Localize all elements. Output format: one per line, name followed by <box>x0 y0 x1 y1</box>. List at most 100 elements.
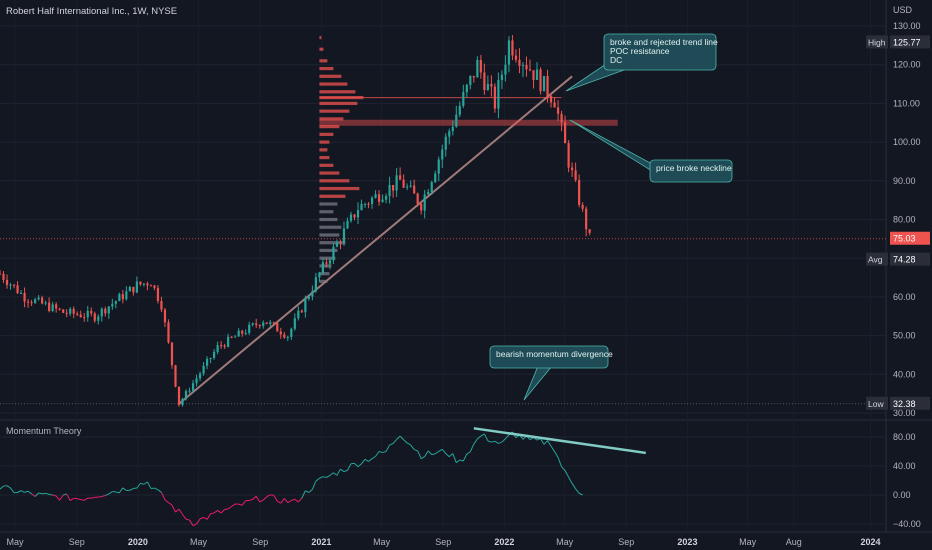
time-tick-label: Sep <box>69 537 85 547</box>
time-tick-label: May <box>7 537 25 547</box>
momentum-segment <box>322 476 327 478</box>
candle-body <box>55 304 58 309</box>
candle-body <box>83 317 86 319</box>
momentum-segment <box>315 477 320 482</box>
candle-body <box>377 194 381 202</box>
momentum-segment <box>399 435 405 441</box>
time-tick-label: May <box>373 537 391 547</box>
drawing-lines <box>0 75 886 405</box>
momentum-tick-label: 80.00 <box>893 432 916 442</box>
candle-body <box>191 383 195 391</box>
candle-body <box>560 113 563 123</box>
momentum-segment <box>192 523 197 527</box>
price-tick-label: 50.00 <box>893 331 916 341</box>
price-tick-label: 30.00 <box>893 408 916 418</box>
candle-body <box>427 191 430 195</box>
momentum-segment <box>403 439 408 444</box>
candle-body <box>360 203 363 211</box>
momentum-segment <box>182 514 187 520</box>
avg-badge-value: 74.28 <box>893 255 916 265</box>
momentum-segment <box>396 435 401 440</box>
momentum-segment <box>340 468 345 473</box>
momentum-segment <box>347 463 352 471</box>
candle-body <box>227 336 230 347</box>
momentum-segment <box>543 440 548 445</box>
price-tick-label: 100.00 <box>893 137 921 147</box>
candles <box>0 34 591 407</box>
momentum-segment <box>0 485 4 490</box>
momentum-segment <box>118 487 124 494</box>
candle-body <box>549 95 553 103</box>
candle-body <box>118 294 121 302</box>
momentum-segment <box>210 512 215 515</box>
momentum-segment <box>143 481 148 485</box>
time-tick-label: Aug <box>786 537 802 547</box>
candle-body <box>65 312 68 314</box>
time-tick-label: Sep <box>435 537 451 547</box>
momentum-segment <box>505 434 510 440</box>
momentum-segment <box>63 493 67 496</box>
momentum-segment <box>336 468 341 476</box>
candle-body <box>163 309 167 323</box>
candle-body <box>262 322 265 327</box>
candle-body <box>483 72 486 90</box>
momentum-segment <box>333 472 338 476</box>
low-badge-label-box <box>866 396 888 410</box>
momentum-segment <box>98 495 102 498</box>
candle-body <box>188 390 191 392</box>
candle-body <box>205 358 209 366</box>
momentum-segment <box>491 440 496 443</box>
candle-body <box>328 260 332 264</box>
momentum-segment <box>368 458 373 462</box>
candle-body <box>542 76 546 92</box>
momentum-segment <box>238 503 243 506</box>
candle-body <box>184 391 188 400</box>
momentum-segment <box>480 433 485 437</box>
candle-body <box>346 220 349 229</box>
candle-body <box>251 323 254 325</box>
avg-badge-value-box <box>890 252 930 266</box>
low-badge-value: 32.38 <box>893 399 916 409</box>
momentum-segment <box>133 487 137 490</box>
momentum-segment <box>557 457 563 467</box>
candle-body <box>465 84 468 93</box>
candle-body <box>525 64 528 70</box>
momentum-segment <box>20 490 25 493</box>
volume-profile-bin <box>319 179 350 183</box>
volume-profile-bin <box>319 202 338 206</box>
volume-profile-bin <box>319 109 350 113</box>
volume-profile-bin <box>319 163 334 167</box>
momentum-segment <box>252 495 257 500</box>
momentum-segment <box>483 433 489 442</box>
momentum-segment <box>448 453 454 458</box>
momentum-segment <box>178 508 183 515</box>
candle-body <box>462 92 465 106</box>
candle-body <box>469 75 472 85</box>
candle-body <box>490 83 493 87</box>
momentum-segment <box>301 490 306 499</box>
momentum-segment <box>568 476 573 484</box>
momentum-segment <box>455 459 461 464</box>
axes-layer: 30.0040.0050.0060.0070.0080.0090.00100.0… <box>7 21 921 547</box>
candle-body <box>441 149 444 160</box>
candle-body <box>0 273 2 275</box>
candle-body <box>156 287 160 301</box>
momentum-segment <box>80 499 85 501</box>
volume-profile-bin <box>319 225 342 229</box>
momentum-segment <box>259 499 264 503</box>
time-tick-label: May <box>190 537 208 547</box>
price-tick-label: 130.00 <box>893 21 921 31</box>
candle-body <box>9 284 12 286</box>
momentum-segment <box>17 490 22 493</box>
candle-body <box>5 279 9 286</box>
momentum-segment <box>297 497 303 503</box>
momentum-segment <box>171 504 176 513</box>
momentum-segment <box>189 519 194 526</box>
candle-body <box>12 284 16 286</box>
momentum-segment <box>241 500 247 506</box>
momentum-segment <box>550 445 555 452</box>
candle-body <box>167 322 170 343</box>
time-tick-label: May <box>556 537 574 547</box>
